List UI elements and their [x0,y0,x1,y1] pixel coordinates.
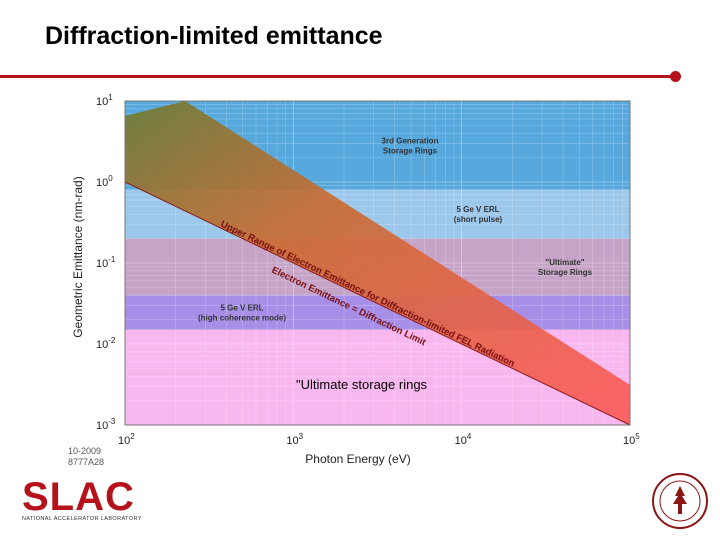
slac-logo-subtitle: NATIONAL ACCELERATOR LABORATORY [22,516,142,522]
y-tick-labels: 10-3 10-2 10-1 100 101 [96,93,116,432]
x-tick-labels: 102 103 104 105 [118,432,640,447]
band-label-3-1: (high coherence mode) [198,313,286,322]
y-axis-label: Geometric Emittance (nm-rad) [71,176,85,337]
diffraction-limit-line [124,181,631,426]
title-divider [0,75,676,78]
x-tick-label: 104 [455,432,472,447]
x-tick-label: 105 [623,432,640,447]
plot-frame [124,100,631,426]
band-label-0-0: 3rd Generation [382,136,439,145]
stanford-seal-icon [652,473,708,529]
slac-logo: SLAC NATIONAL ACCELERATOR LABORATORY [22,475,150,522]
figure-code-date: 10-2009 [68,446,102,456]
y-tick-label: 10-2 [96,336,116,351]
x-tick-label: 103 [286,432,303,447]
x-tick-label: 102 [118,432,135,447]
slac-logo-text: SLAC [22,475,135,519]
slide-title: Diffraction-limited emittance [45,22,383,50]
y-tick-label: 101 [96,93,113,108]
band-label-0-1: Storage Rings [383,146,438,155]
fel-region-wedge [125,101,630,425]
figure-code-id: 8777A28 [68,457,105,467]
band-label-3-0: 5 Ge V ERL [220,303,263,312]
band-label-2-0: "Ultimate" [545,258,584,267]
x-axis-label: Photon Energy (eV) [305,452,410,466]
band-label-1-0: 5 Ge V ERL [456,205,499,214]
band-label-1-1: (short pulse) [454,215,503,224]
band-label-2-1: Storage Rings [538,268,593,277]
y-tick-label: 100 [96,174,113,189]
title-divider-dot [670,71,681,82]
y-tick-label: 10-1 [96,255,116,270]
overlay-text: "Ultimate storage rings [296,377,428,392]
y-tick-label: 10-3 [96,417,116,432]
